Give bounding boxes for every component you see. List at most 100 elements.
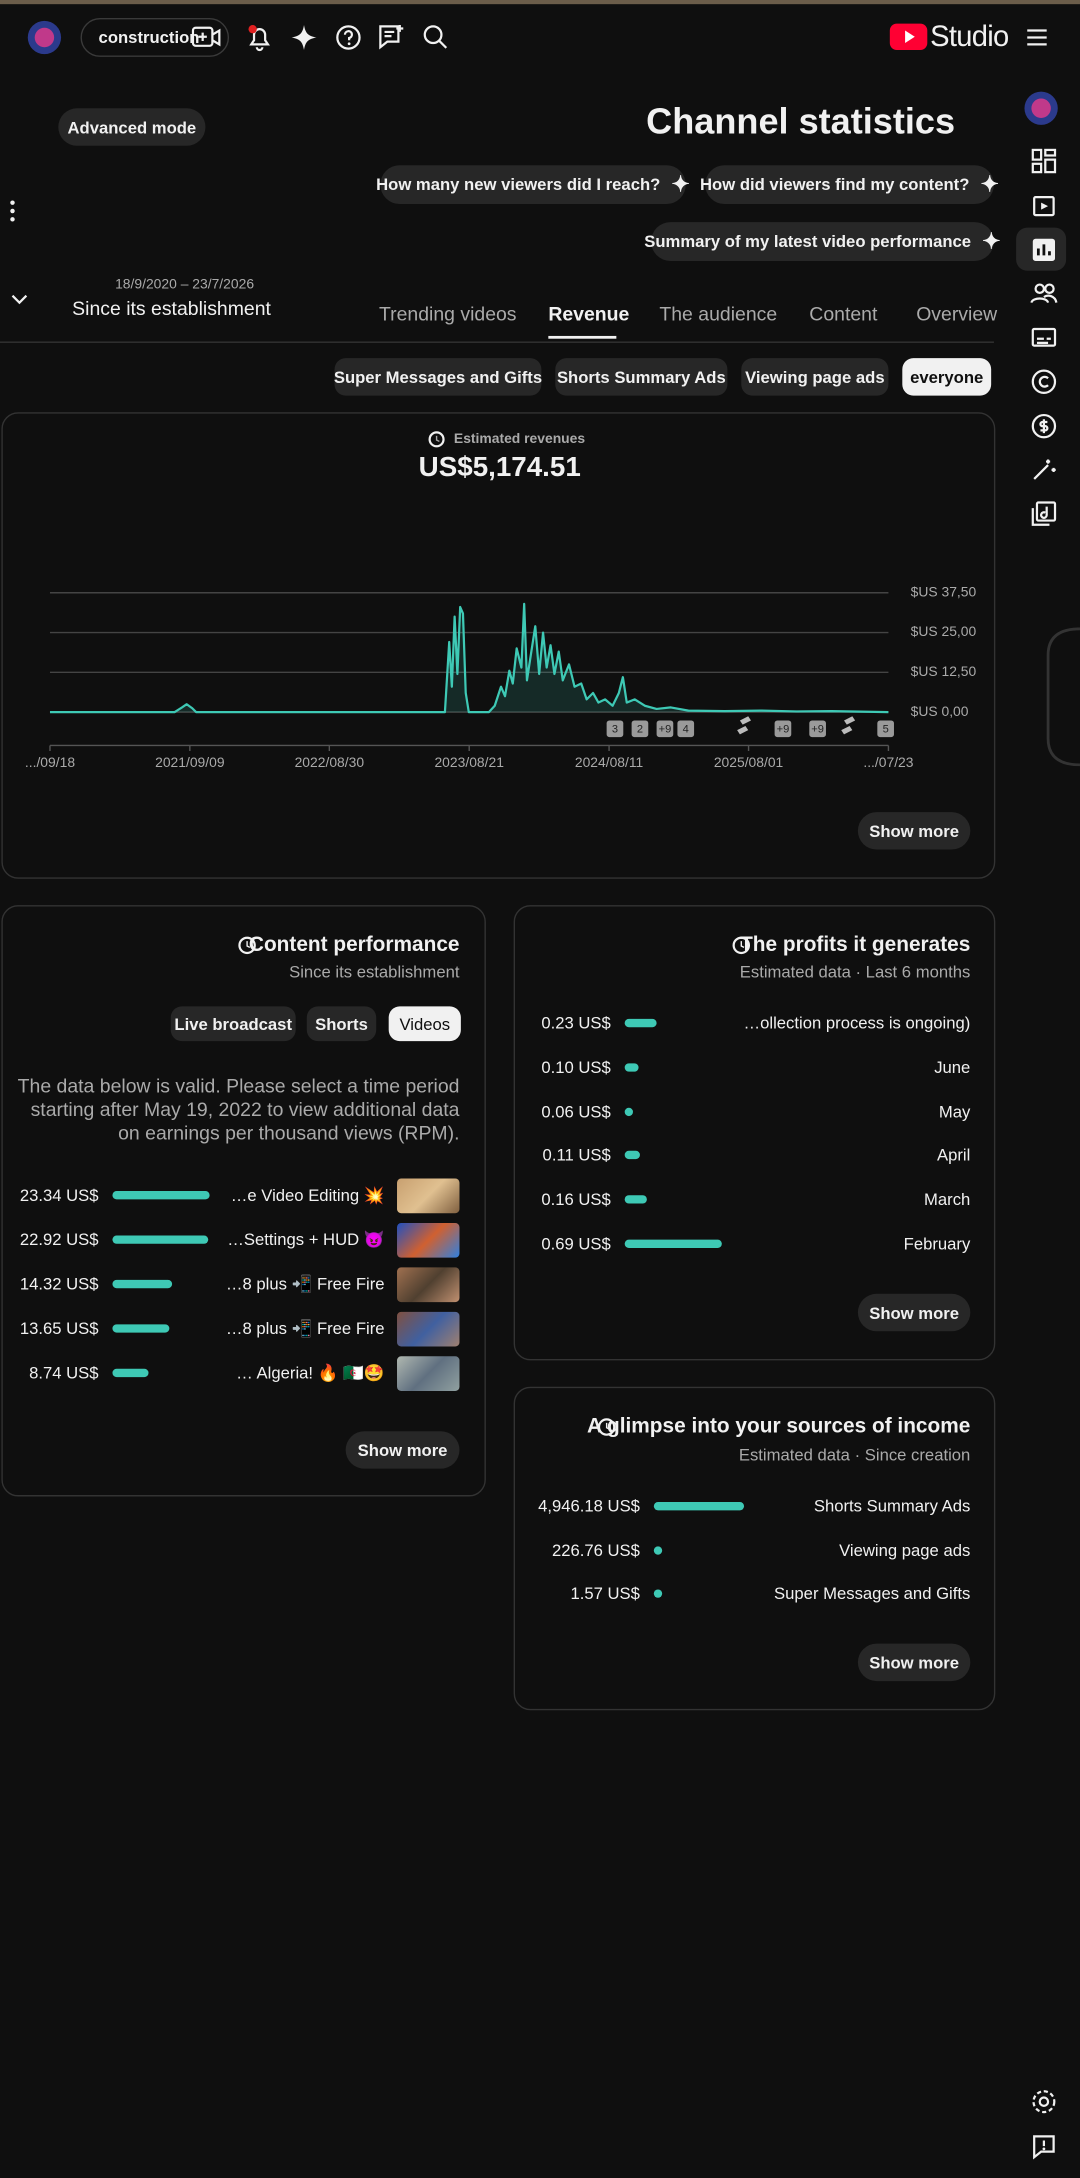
y-tick-label: $US 12,50 [911, 663, 977, 679]
chip[interactable]: Shorts [306, 1006, 377, 1042]
tab-active[interactable]: Revenue [548, 302, 630, 325]
more-icon[interactable] [6, 199, 20, 224]
clock-icon [597, 1418, 616, 1436]
card-title: The profits it generates [740, 932, 971, 957]
bar [653, 1502, 745, 1511]
date-dropdown-icon[interactable] [8, 290, 30, 309]
chart-total: US$5,174.51 [418, 452, 581, 484]
row-label: …Settings + HUD 😈 [227, 1229, 385, 1250]
date-range: 18/9/2020 – 23/7/2026 [115, 277, 255, 293]
annotation-label: 4 [683, 723, 689, 735]
suggestion-text: Summary of my latest video performance [644, 231, 972, 252]
annotation-label: 5 [883, 723, 889, 735]
suggestion-chip[interactable]: How many new viewers did I reach? ✦ [376, 165, 690, 205]
top-edge [0, 0, 1080, 5]
bar [653, 1589, 663, 1599]
chip-text: Shorts [315, 1014, 368, 1034]
value-label: 0.23 US$ [541, 1013, 611, 1033]
filter-chip[interactable]: Super Messages and Gifts [334, 358, 542, 396]
rail-avatar[interactable] [1023, 90, 1059, 126]
rail-settings[interactable] [1030, 2088, 1058, 2116]
tab[interactable]: Content [809, 302, 878, 325]
search-icon[interactable] [421, 22, 452, 53]
bar [624, 1018, 658, 1028]
value-label: 0.11 US$ [542, 1145, 611, 1166]
annotation-badge [677, 720, 695, 738]
rail-content[interactable] [1030, 192, 1058, 220]
rail-dashboard[interactable] [1030, 147, 1058, 175]
chip-active[interactable]: Videos [388, 1006, 461, 1042]
advanced-mode-button[interactable]: Advanced mode [58, 108, 206, 146]
tab[interactable]: The audience [659, 302, 778, 325]
rail-audio[interactable] [1030, 500, 1058, 528]
thumbnail[interactable] [397, 1311, 460, 1347]
show-more-button[interactable]: Show more [345, 1431, 460, 1469]
show-more-button[interactable]: Show more [857, 1293, 971, 1332]
rail-feedback[interactable] [1030, 2132, 1058, 2160]
shorts-marker [841, 716, 856, 735]
rail-community[interactable] [1030, 279, 1058, 307]
bar [624, 1195, 648, 1204]
annotation-badge [877, 720, 894, 738]
date-range-label[interactable]: Since its establishment [72, 297, 271, 320]
revenue-chart: $US 0,00 $US 12,50 $US 25,00 $US 37,50 .../0… [25, 583, 977, 770]
tabs-divider [0, 341, 994, 343]
annotation-label: +9 [777, 723, 790, 735]
row-label: May [938, 1101, 971, 1122]
logo-text[interactable]: Studio [930, 20, 1009, 53]
thumbnail[interactable] [397, 1222, 460, 1258]
x-tick-label: 2021/09/09 [155, 754, 225, 770]
thumbnail[interactable] [397, 1178, 460, 1214]
notifications-icon[interactable] [244, 22, 275, 53]
channel-avatar[interactable] [26, 19, 62, 55]
show-more-text: Show more [869, 1302, 960, 1323]
rail-analytics[interactable] [1030, 236, 1058, 264]
tab[interactable]: Trending videos [378, 302, 517, 325]
y-tick-label: $US 25,00 [911, 623, 977, 639]
help-icon[interactable] [333, 22, 364, 53]
value-label: 0.16 US$ [541, 1189, 611, 1210]
tab[interactable]: Overview [916, 302, 998, 325]
value-label: 14.32 US$ [19, 1274, 99, 1294]
value-label: 4,946.18 US$ [538, 1496, 640, 1516]
annotation-badge [656, 720, 674, 738]
rail-subtitles[interactable] [1030, 323, 1058, 351]
filter-chip[interactable]: Viewing page ads [741, 358, 889, 396]
filter-chip-active[interactable]: everyone [902, 358, 992, 396]
x-tick-label: .../09/18 [25, 754, 75, 770]
annotation-label: +9 [659, 723, 672, 735]
show-more-button[interactable]: Show more [857, 1643, 971, 1682]
ai-icon[interactable] [289, 22, 320, 53]
menu-icon[interactable] [1023, 24, 1051, 52]
feedback-icon[interactable] [376, 22, 407, 53]
create-icon[interactable] [191, 25, 223, 50]
bar [112, 1279, 173, 1289]
suggestion-chip[interactable]: Summary of my latest video performance ✦ [644, 222, 1001, 261]
card-title: Content performance [248, 932, 460, 957]
value-label: 0.06 US$ [541, 1101, 611, 1122]
rail-customize[interactable] [1030, 455, 1058, 483]
rail-copyright[interactable] [1030, 368, 1058, 396]
bar [624, 1063, 639, 1072]
income-card [513, 1386, 996, 1711]
x-tick-label: 2024/08/11 [575, 754, 644, 770]
account-name: construction [98, 27, 200, 48]
card-title: A glimpse into your sources of income [586, 1414, 971, 1439]
show-more-button[interactable]: Show more [857, 812, 971, 850]
row-label: …e Video Editing 💥 [230, 1185, 385, 1205]
chip[interactable]: Live broadcast [170, 1006, 296, 1042]
sparkle: ✦ [982, 230, 1001, 255]
area [49, 603, 889, 713]
suggestion-text: How many new viewers did I reach? [376, 174, 661, 195]
annotation-badge [631, 720, 649, 738]
thumbnail[interactable] [397, 1267, 460, 1303]
show-more-text: Show more [869, 1652, 960, 1673]
card-note: The data below is valid. Please select a… [17, 1074, 460, 1144]
youtube-logo[interactable] [888, 22, 930, 53]
thumbnail[interactable] [397, 1356, 460, 1391]
bar [653, 1545, 663, 1555]
card-subtitle: Estimated data · Since creation [738, 1445, 971, 1465]
suggestion-chip[interactable]: How did viewers find my content? ✦ [700, 165, 999, 205]
rail-earn[interactable] [1030, 412, 1058, 440]
filter-chip[interactable]: Shorts Summary Ads [555, 358, 728, 396]
